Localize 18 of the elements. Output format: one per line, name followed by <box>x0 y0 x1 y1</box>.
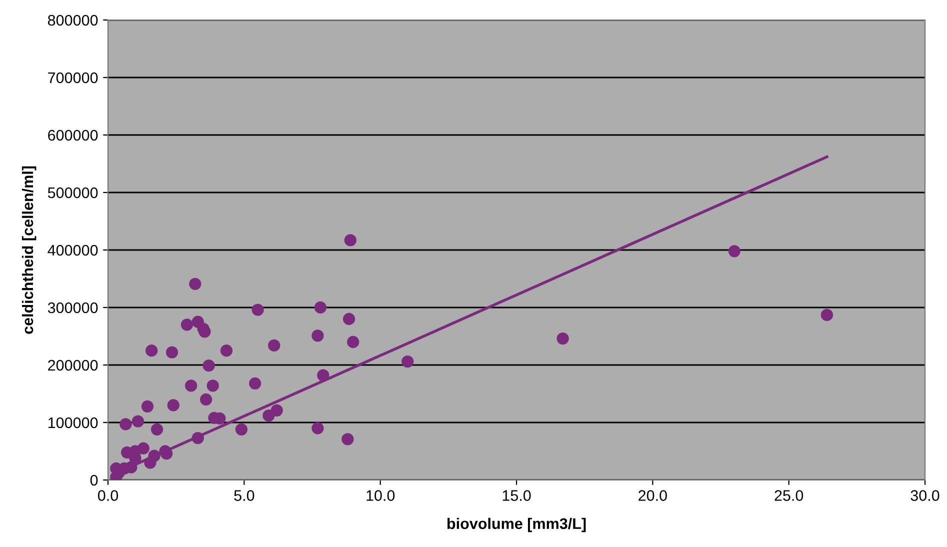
x-tick-label: 20.0 <box>638 490 667 501</box>
y-tick-label: 100000 <box>48 417 98 428</box>
x-tick-label: 10.0 <box>366 490 395 501</box>
y-tick-label: 400000 <box>48 244 98 256</box>
y-axis-title: celdichtheid [cellen/ml] <box>22 166 36 334</box>
y-tick-label: 500000 <box>48 187 98 198</box>
y-tick-label: 300000 <box>48 302 98 314</box>
x-tick-label: 5.0 <box>234 490 254 501</box>
x-axis-title: biovolume [mm3/L] <box>447 518 586 532</box>
x-tick-label: 25.0 <box>774 490 804 501</box>
x-tick-label: 30.0 <box>910 490 940 501</box>
y-tick-label: 800000 <box>48 14 98 26</box>
y-tick-label: 200000 <box>48 360 98 371</box>
y-tick-label: 0 <box>90 474 98 486</box>
y-tick-label: 600000 <box>48 130 98 141</box>
x-tick-label: 15.0 <box>502 490 531 501</box>
x-tick-label: 0.0 <box>98 490 118 501</box>
y-tick-label: 700000 <box>48 72 98 84</box>
